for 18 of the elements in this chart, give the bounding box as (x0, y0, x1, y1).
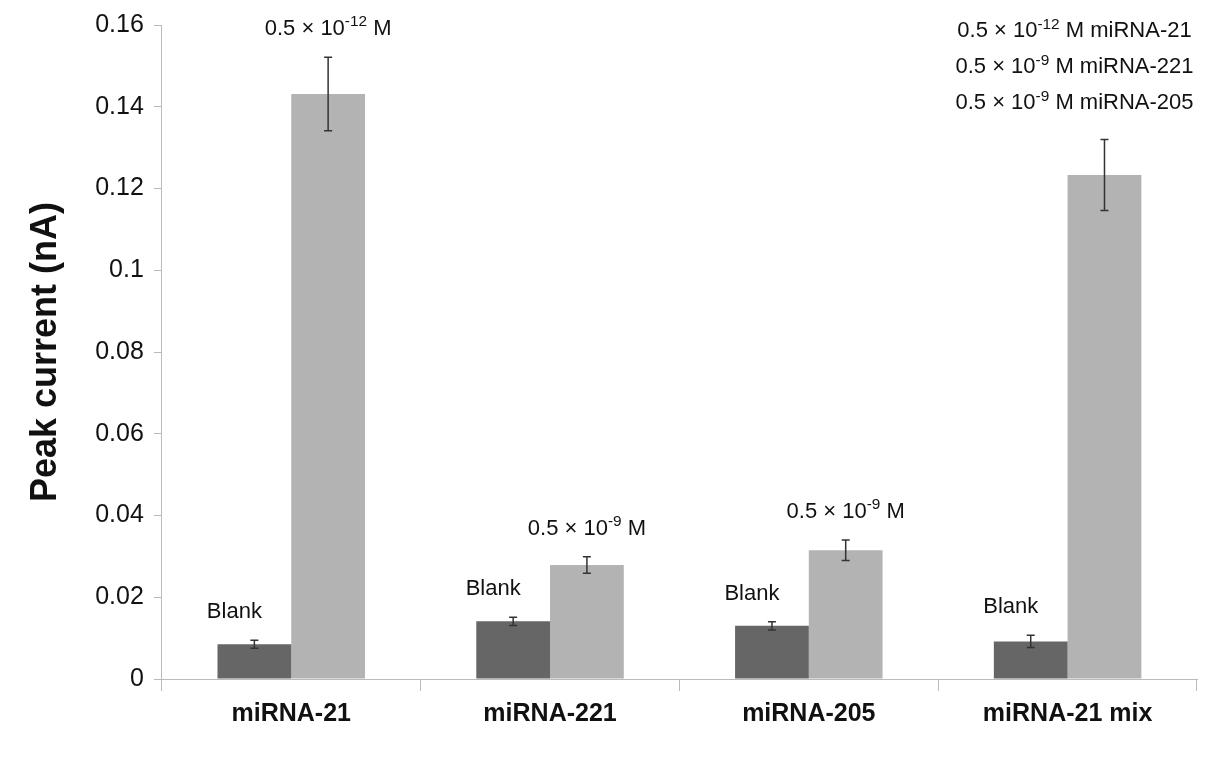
y-tick-label: 0.16 (95, 8, 144, 37)
x-tick-label: miRNA-21 mix (982, 697, 1153, 726)
y-tick-label: 0.08 (95, 335, 144, 364)
y-tick-label: 0.12 (95, 172, 144, 201)
y-tick-label: 0.02 (95, 581, 144, 610)
y-axis-title: Peak current (nA) (22, 201, 64, 503)
y-tick-label: 0.04 (95, 499, 144, 528)
x-tick-label: miRNA-205 (742, 697, 876, 726)
annotation: Blank (465, 575, 522, 601)
x-tick-label: miRNA-221 (483, 697, 617, 726)
y-tick-label: 0.14 (95, 90, 144, 119)
annotation: Blank (206, 598, 263, 624)
annotation: Blank (724, 579, 781, 605)
x-tick-label: miRNA-21 (231, 697, 352, 726)
y-tick-label: 0.1 (109, 254, 144, 283)
y-tick-label: 0.06 (95, 417, 144, 446)
annotation: Blank (983, 593, 1040, 619)
y-tick-label: 0 (129, 662, 144, 691)
